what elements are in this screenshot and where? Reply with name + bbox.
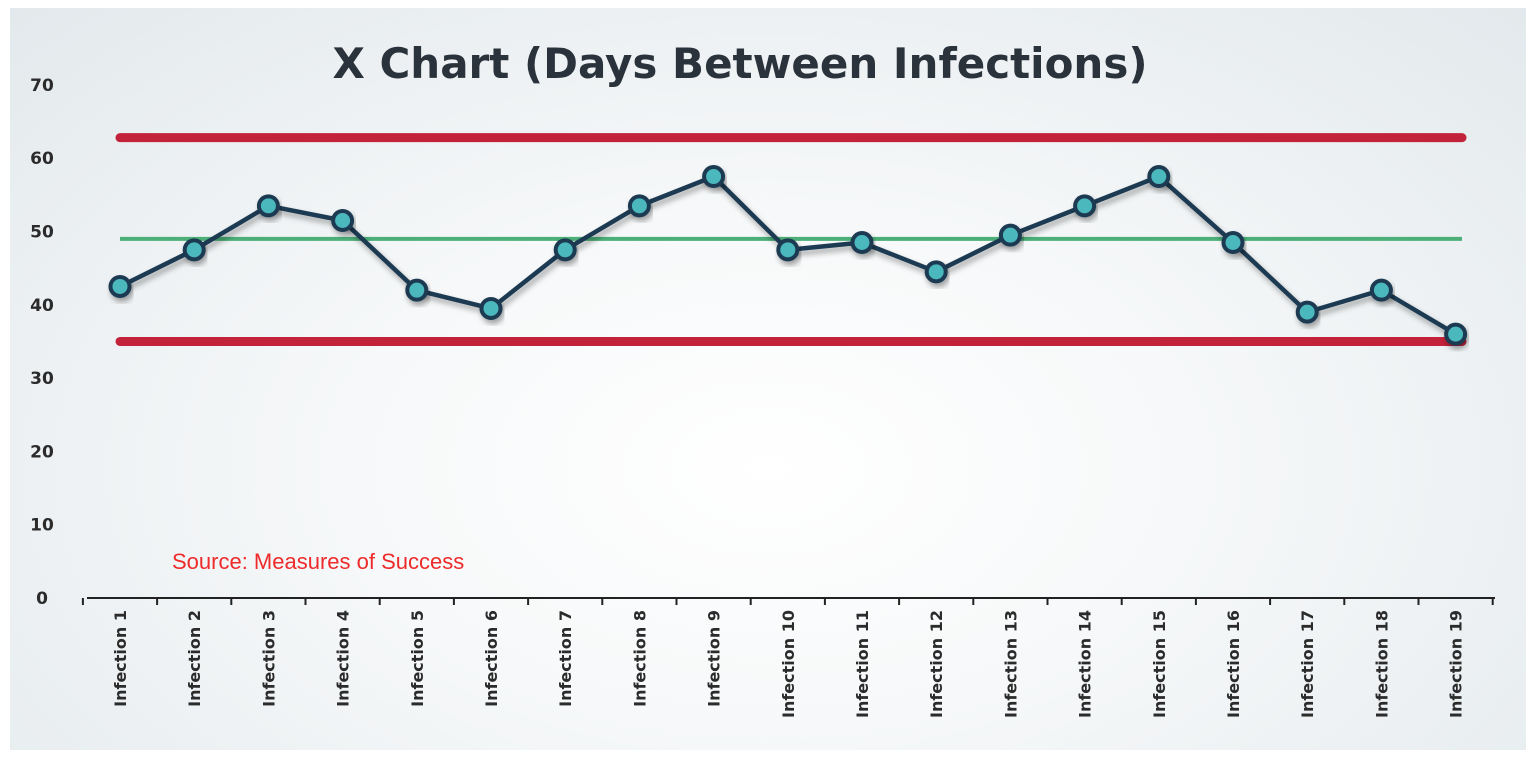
data-point (1444, 322, 1468, 346)
data-point (1369, 278, 1393, 302)
x-tick-label: Infection 11 (853, 610, 872, 718)
data-point (1295, 300, 1319, 324)
x-tick-label: Infection 15 (1150, 610, 1169, 718)
x-tick-label: Infection 18 (1372, 610, 1391, 718)
y-axis-tick-labels: 0 10 20 30 40 50 60 70 (30, 76, 54, 609)
data-point (108, 274, 132, 298)
x-tick-label: Infection 16 (1224, 610, 1243, 718)
y-tick-label: 50 (30, 223, 54, 243)
x-tick-label: Infection 3 (259, 610, 278, 707)
x-tick-label: Infection 2 (185, 610, 204, 707)
y-tick-label: 0 (36, 589, 48, 609)
x-tick-label: Infection 19 (1447, 610, 1466, 718)
y-tick-label: 70 (30, 76, 54, 96)
x-tick-label: Infection 1 (111, 610, 130, 707)
x-tick-label: Infection 7 (556, 610, 575, 707)
x-tick-label: Infection 10 (779, 610, 798, 718)
source-annotation: Source: Measures of Success (172, 549, 464, 574)
data-point (776, 238, 800, 262)
y-tick-label: 20 (30, 442, 54, 462)
x-tick-label: Infection 14 (1076, 610, 1095, 718)
data-point (627, 194, 651, 218)
x-tick-label: Infection 6 (482, 610, 501, 707)
y-tick-label: 30 (30, 369, 54, 389)
data-point (998, 223, 1022, 247)
y-tick-label: 60 (30, 149, 54, 169)
x-tick-label: Infection 5 (408, 610, 427, 707)
data-point (850, 230, 874, 254)
series-days-between-infections (108, 165, 1468, 346)
x-tick-label: Infection 12 (927, 610, 946, 718)
x-tick-label: Infection 8 (630, 610, 649, 707)
data-point (1221, 230, 1245, 254)
data-point (702, 165, 726, 189)
data-point (1147, 165, 1171, 189)
x-tick-label: Infection 17 (1298, 610, 1317, 718)
data-point (479, 296, 503, 320)
data-point (553, 238, 577, 262)
chart-background (10, 8, 1526, 750)
data-point (1073, 194, 1097, 218)
data-point (924, 260, 948, 284)
data-point (331, 209, 355, 233)
data-point (405, 278, 429, 302)
x-tick-label: Infection 4 (334, 610, 353, 707)
x-axis: Infection 1 Infection 2 Infection 3 Infecti… (81, 597, 1495, 718)
y-tick-label: 10 (30, 516, 54, 536)
x-tick-label: Infection 9 (705, 610, 724, 707)
y-tick-label: 40 (30, 296, 54, 316)
chart-title: X Chart (Days Between Infections) (332, 39, 1147, 88)
data-point (256, 194, 280, 218)
data-point (182, 238, 206, 262)
x-tick-label: Infection 13 (1001, 610, 1020, 718)
